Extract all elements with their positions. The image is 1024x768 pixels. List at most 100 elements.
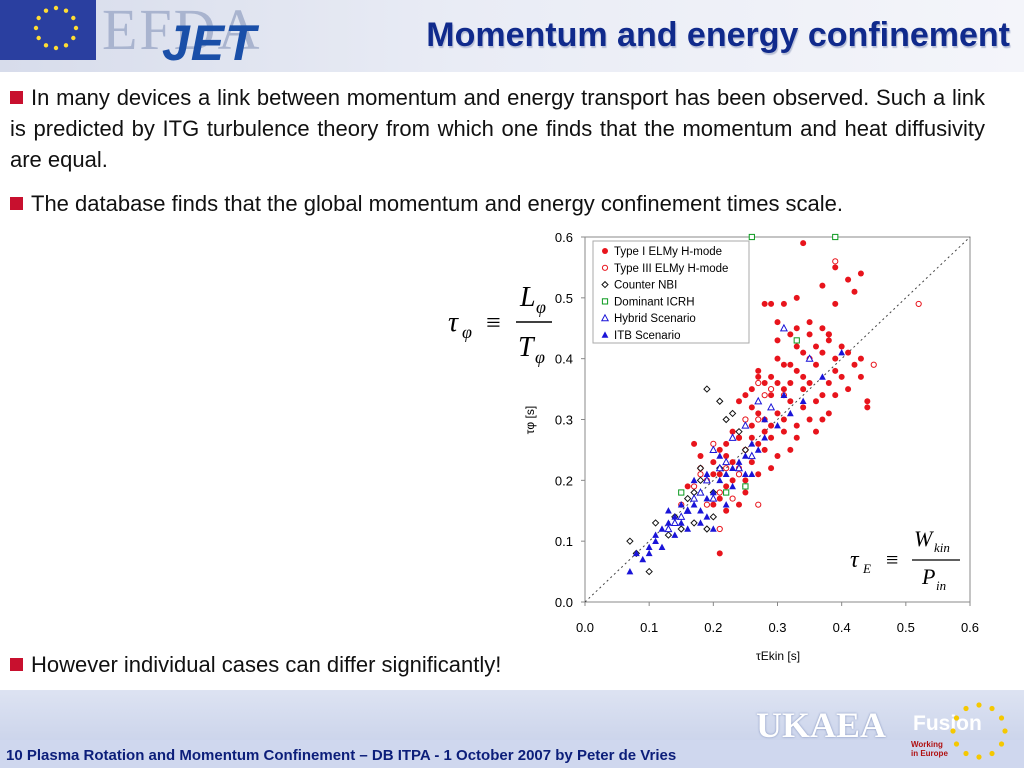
eu-stars-icon xyxy=(950,702,1008,760)
data-point xyxy=(793,367,800,374)
data-point xyxy=(741,421,750,429)
data-point xyxy=(702,475,711,484)
data-point xyxy=(755,373,762,380)
data-point xyxy=(787,446,794,453)
fusion-logo: Fusion xyxy=(913,712,982,735)
data-point xyxy=(703,470,711,478)
data-point xyxy=(774,319,781,326)
data-point xyxy=(825,380,832,386)
eu-flag-icon xyxy=(0,0,96,60)
data-point xyxy=(761,434,769,441)
footer-banner: 10 Plasma Rotation and Momentum Confinem… xyxy=(0,690,1024,768)
data-point xyxy=(819,325,826,332)
fusion-tagline-line: Working xyxy=(911,740,943,749)
data-point xyxy=(697,507,704,514)
eu-star xyxy=(976,754,982,760)
eu-star xyxy=(63,43,69,48)
data-point xyxy=(736,434,742,441)
bullet-square-icon xyxy=(10,658,23,671)
data-point xyxy=(800,386,807,393)
legend-marker xyxy=(600,313,610,322)
data-point xyxy=(696,464,705,472)
data-point xyxy=(761,446,768,453)
data-point xyxy=(678,489,685,496)
data-point xyxy=(825,331,832,338)
series-open-triangle xyxy=(664,323,814,533)
data-point xyxy=(715,463,724,472)
data-point xyxy=(864,404,871,411)
data-point xyxy=(652,537,659,544)
data-point xyxy=(819,392,826,399)
equation-tau-e: τ E ≡ W kin P in xyxy=(850,526,960,593)
bullet-text: The database finds that the global momen… xyxy=(31,191,844,216)
efda-logo: EFDA xyxy=(102,0,262,62)
data-point xyxy=(742,477,749,484)
data-point xyxy=(697,453,704,459)
legend-marker xyxy=(601,331,609,338)
bullet-square-icon xyxy=(10,197,23,210)
data-point xyxy=(761,392,768,399)
eu-star xyxy=(63,8,69,13)
bullet-item: In many devices a link between momentum … xyxy=(10,82,985,175)
equation-numerator: W xyxy=(914,526,934,551)
data-point xyxy=(819,373,826,380)
data-point xyxy=(857,373,864,380)
data-point xyxy=(677,501,685,508)
eu-star xyxy=(998,715,1005,721)
data-point xyxy=(761,300,768,307)
data-point xyxy=(754,396,763,405)
data-point xyxy=(626,567,634,575)
data-point xyxy=(722,415,730,424)
footer-bar xyxy=(0,740,1024,768)
equation-subscript: φ xyxy=(535,347,545,367)
data-point xyxy=(761,380,768,386)
x-tick-label: 0.3 xyxy=(768,620,786,635)
bullet-item: The database finds that the global momen… xyxy=(10,188,985,219)
data-point xyxy=(806,319,813,326)
data-point xyxy=(845,276,852,283)
eu-star xyxy=(950,728,956,734)
data-point xyxy=(857,270,864,277)
data-point xyxy=(722,457,731,466)
data-point xyxy=(671,531,679,538)
equation-subscript: in xyxy=(936,578,946,593)
data-point xyxy=(800,404,807,411)
eu-star xyxy=(71,15,76,21)
data-point xyxy=(774,355,781,362)
fusion-tagline: Working in Europe xyxy=(911,740,948,758)
y-tick-label: 0.4 xyxy=(555,352,573,367)
footer-text: 10 Plasma Rotation and Momentum Confinem… xyxy=(6,747,677,764)
equation-subscript: kin xyxy=(934,540,950,555)
data-point xyxy=(709,525,717,532)
data-point xyxy=(703,525,711,533)
data-point xyxy=(690,476,698,484)
data-point xyxy=(851,288,858,295)
data-point xyxy=(645,543,653,551)
data-point xyxy=(832,367,839,374)
x-tick-label: 0.4 xyxy=(833,620,851,635)
data-point xyxy=(780,361,787,368)
data-point xyxy=(728,433,737,441)
eu-star xyxy=(43,43,49,48)
data-point xyxy=(755,501,762,508)
scatter-chart: 0.0 0.1 0.2 0.3 0.4 0.5 0.6 0.0 0.1 0.2 0.3 0.4 0.5… xyxy=(523,230,979,663)
y-axis: 0.0 0.1 0.2 0.3 0.4 0.5 0.6 xyxy=(555,230,585,610)
x-tick-label: 0.2 xyxy=(704,620,722,635)
data-point xyxy=(735,471,743,478)
header-banner: EFDA JET Momentum and energy confinement xyxy=(0,0,1024,72)
legend-label: Type III ELMy H-mode xyxy=(614,263,728,275)
data-point xyxy=(664,524,673,533)
equation-tau-phi: τ φ ≡ L φ T φ xyxy=(448,282,552,367)
data-point xyxy=(710,459,717,466)
data-point xyxy=(728,409,737,418)
data-point xyxy=(703,501,711,508)
data-point xyxy=(665,507,672,514)
fusion-tagline-line: in Europe xyxy=(911,749,948,758)
data-point xyxy=(677,525,685,533)
data-point xyxy=(832,233,839,241)
data-point xyxy=(780,300,787,307)
data-point xyxy=(722,501,730,508)
data-point xyxy=(819,282,826,289)
data-point xyxy=(716,525,723,533)
data-point xyxy=(683,494,692,503)
